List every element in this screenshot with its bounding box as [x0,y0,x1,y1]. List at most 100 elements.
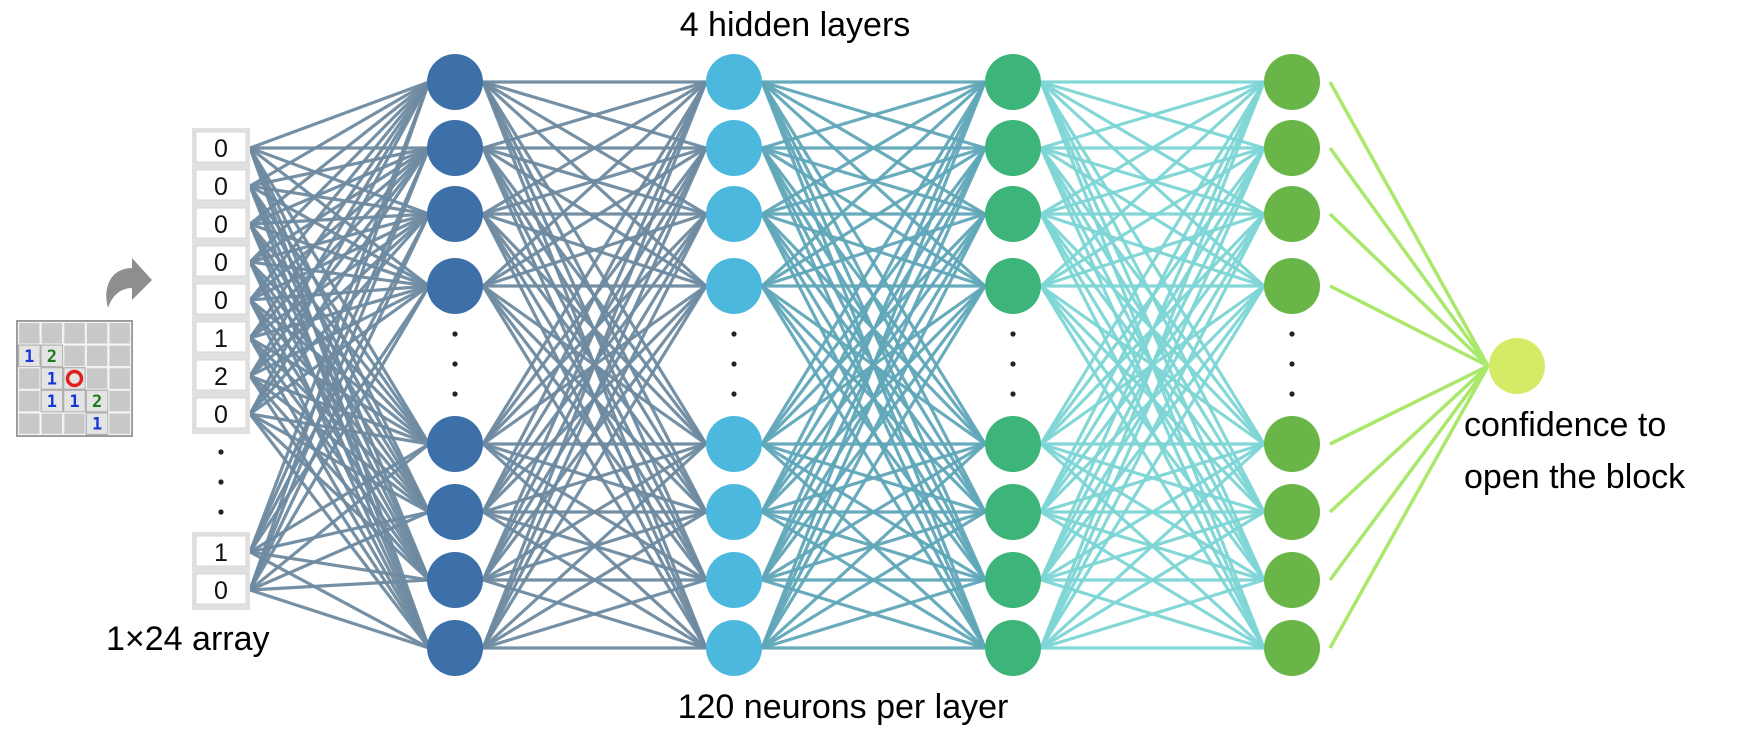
connection-line [248,147,431,591]
board-cell [40,344,64,368]
array-cell [195,321,247,353]
neuron [985,416,1041,472]
connection-line [249,550,430,582]
connection-line [482,510,707,650]
connection-line [248,146,431,302]
array-cell-value: 1 [214,539,228,567]
connection-line [248,81,431,339]
connection-line [249,212,430,340]
connection-line [481,81,708,581]
neuron [427,552,483,608]
neuron [1264,120,1320,176]
ellipsis-dot [218,509,224,515]
connection-line [1039,81,1266,649]
neuron [427,416,483,472]
neuron [1264,258,1320,314]
connection-line [760,442,987,650]
board-number: 1 [47,392,57,412]
connection-line [1040,146,1265,216]
ellipsis-dot [1289,361,1295,367]
array-cell [195,169,247,201]
connection-line [481,285,708,649]
ellipsis-dot [452,361,458,367]
connection-line [761,80,986,150]
connection-line [249,550,430,650]
layer1-to-layer2-connections [481,80,708,650]
connection-line [1040,212,1265,288]
connection-line [248,212,431,378]
connection-line [1328,146,1490,368]
connection-line [481,81,708,445]
connection-line [761,510,986,650]
board-cell [40,367,64,390]
connection-line [248,146,431,340]
board-cell [85,389,109,413]
connection-line [248,213,431,553]
array-cell [195,283,247,315]
board-number: 2 [92,392,102,412]
connection-line [249,578,430,592]
connection-line [248,374,431,582]
neuron [427,620,483,676]
board-number: 1 [24,347,34,367]
connection-line [249,146,430,216]
board-cell [63,321,86,345]
ellipsis-dot [1010,331,1016,337]
connection-line [481,80,708,288]
board-number: 2 [47,347,57,367]
connection-line [248,147,431,377]
connection-line [761,212,986,288]
board-number: 1 [47,370,57,390]
array-cell [195,535,247,567]
connection-line [248,442,431,592]
connection-line [248,147,431,553]
ellipsis-dot [1289,331,1295,337]
array-cell-value: 0 [214,211,228,239]
array-cell-value: 0 [214,577,228,605]
connection-line [248,285,431,591]
connection-line [248,213,431,591]
connection-line [760,81,987,649]
board-cell [108,321,132,345]
board-cell [63,344,86,368]
connection-line [482,80,707,216]
neuron-layers [427,54,1320,676]
connection-line [249,412,430,514]
target-marker-icon [65,369,84,388]
neuron [427,484,483,540]
connection-line [1328,212,1490,368]
connection-line [1328,81,1490,367]
connection-line [760,81,987,513]
connection-line [761,80,986,216]
array-cell [195,397,247,429]
connection-line [249,442,430,554]
connection-line [248,81,431,553]
layer2-to-layer3-connections [760,80,987,650]
neuron [985,120,1041,176]
connection-line [482,578,707,650]
connection-line [482,80,707,150]
neuron [985,186,1041,242]
board-cell [85,321,109,345]
connection-line [249,588,430,650]
layer4-to-output-connections [1328,81,1490,649]
connection-line [249,374,430,446]
board-cell [17,321,41,345]
board-cell [85,412,109,436]
board-cell [17,367,41,390]
connection-line [1039,81,1266,513]
neuron [706,484,762,540]
board-cell [17,389,41,413]
board-cell [108,367,132,390]
connection-line [482,212,707,288]
board-cell [108,389,132,413]
board-cell [17,412,41,436]
connection-line [249,374,430,514]
board-cell [63,412,86,436]
neuron [1264,552,1320,608]
connection-line [1040,80,1265,216]
neuron [706,186,762,242]
connection-line [481,81,708,649]
array-cell [195,245,247,277]
board-cell [40,412,64,436]
